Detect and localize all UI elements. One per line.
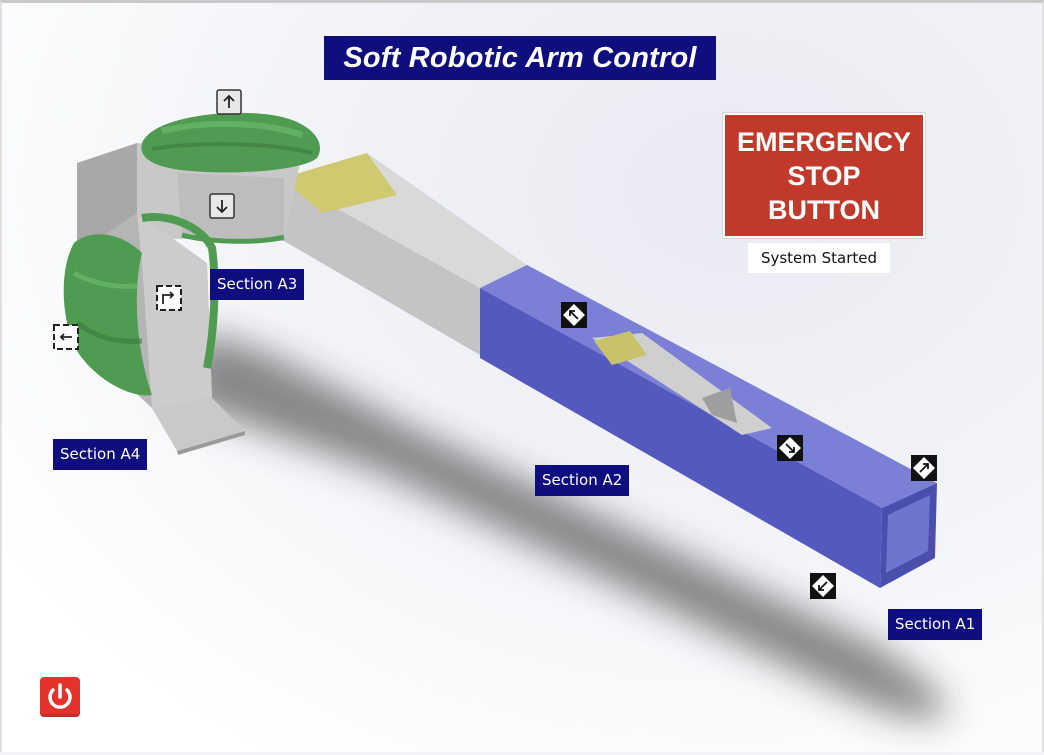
arrow-down-left-icon (810, 573, 836, 599)
arrow-down-right-button[interactable] (777, 435, 803, 461)
section-a1-box (480, 265, 937, 588)
arrow-down-icon (209, 193, 235, 219)
rotate-right-icon (156, 285, 182, 311)
rotate-right-button[interactable] (156, 285, 182, 311)
arrow-down-left-button[interactable] (810, 573, 836, 599)
section-a3-joint (77, 112, 320, 253)
robotic-arm-scene (63, 112, 946, 719)
emergency-stop-line3: BUTTON (768, 194, 880, 225)
section-a2-label: Section A2 (535, 465, 630, 496)
emergency-stop-line1: EMERGENCY (736, 126, 912, 157)
emergency-stop-line2: STOP (787, 160, 861, 191)
section-a3-label: Section A3 (210, 269, 305, 300)
page-title: Soft Robotic Arm Control (324, 36, 716, 80)
arrow-up-right-button[interactable] (911, 455, 937, 481)
section-a4-label: Section A4 (53, 439, 148, 470)
power-button[interactable] (40, 677, 80, 717)
section-a1-label: Section A1 (888, 609, 983, 640)
arrow-down-button[interactable] (209, 193, 235, 219)
emergency-stop-button[interactable]: EMERGENCY STOP BUTTON (723, 113, 925, 238)
arm-shadow (172, 333, 946, 719)
arrow-up-left-icon (561, 302, 587, 328)
arrow-up-button[interactable] (216, 89, 242, 115)
rotate-left-icon (53, 324, 79, 350)
section-a4-segment (63, 213, 245, 455)
section-a3-beam (282, 153, 527, 355)
arrow-up-right-icon (911, 455, 937, 481)
arrow-up-icon (216, 89, 242, 115)
arrow-up-left-button[interactable] (561, 302, 587, 328)
power-icon (48, 683, 72, 709)
rotate-left-button[interactable] (53, 324, 79, 350)
system-status-text: System Started (748, 243, 890, 273)
arrow-down-right-icon (777, 435, 803, 461)
